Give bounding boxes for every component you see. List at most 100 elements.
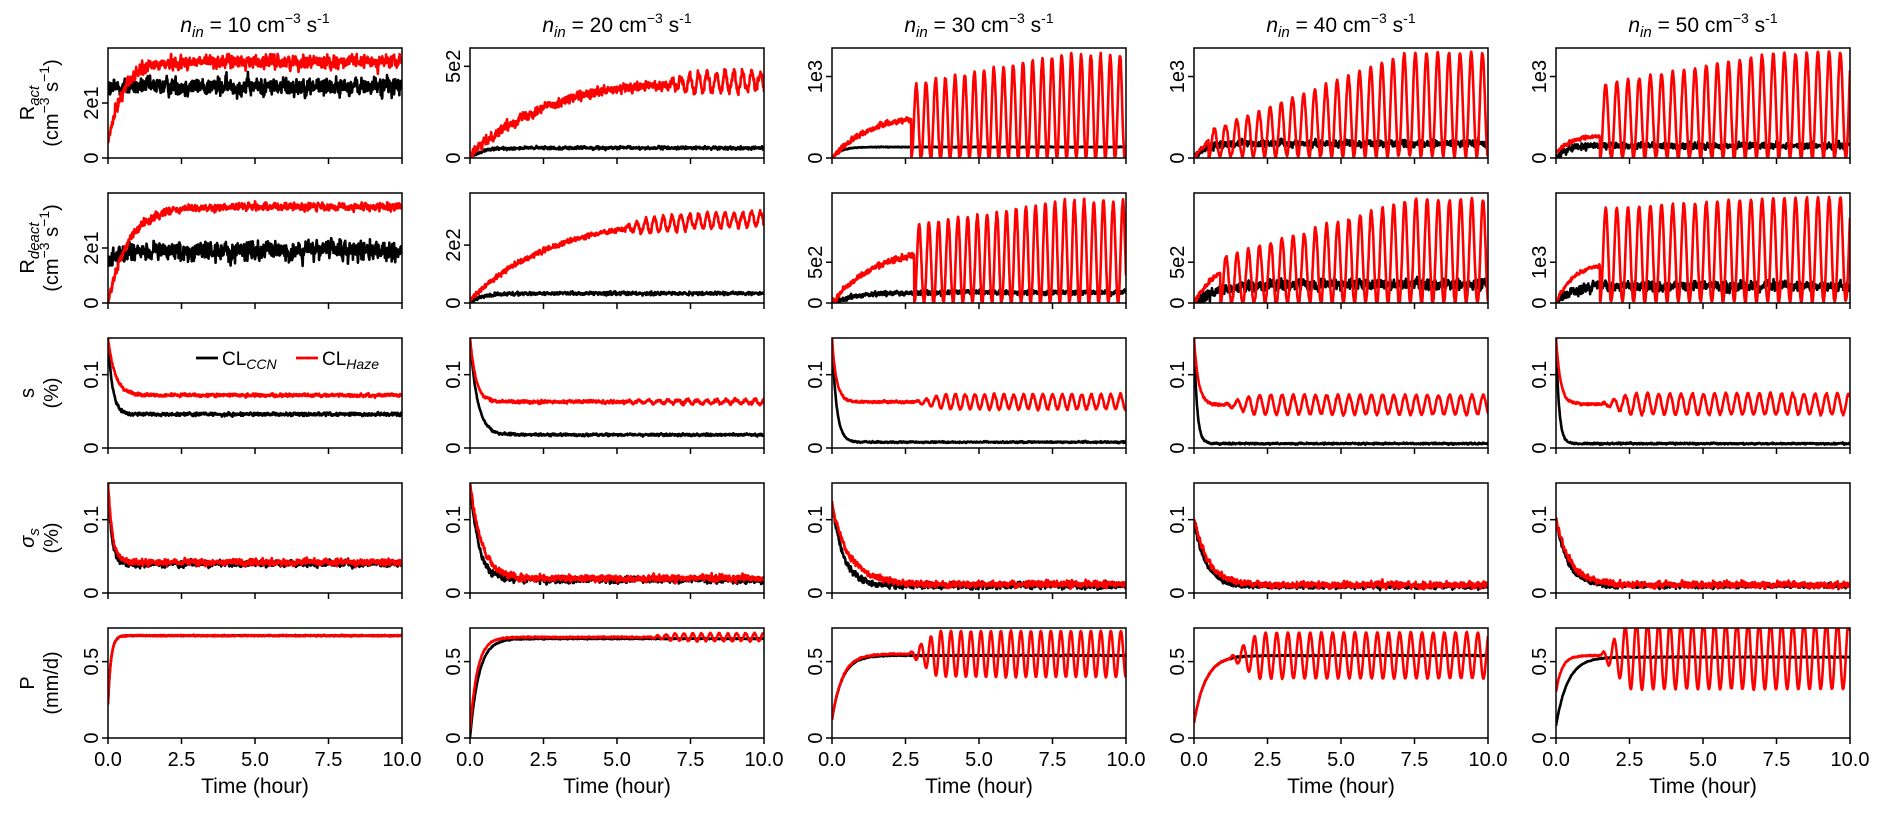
x-axis-label: Time (hour) xyxy=(1649,775,1757,798)
axes-frame xyxy=(469,337,765,449)
x-tick-label: 2.5 xyxy=(530,749,558,771)
y-tick-label: 2e1 xyxy=(81,86,103,119)
series-line-cl-haze xyxy=(108,52,402,144)
row-label-unit: (%) xyxy=(41,377,63,408)
y-tick-label: 5e2 xyxy=(443,50,465,83)
y-tick-label: 0 xyxy=(81,297,103,308)
y-tick-label: 0 xyxy=(805,587,827,598)
y-tick-label: 0.1 xyxy=(1167,506,1189,534)
row-label-unit: (cm−3 s−1) xyxy=(36,59,63,147)
series-line-cl-haze xyxy=(470,67,764,158)
series-line-cl-haze xyxy=(832,629,1126,720)
series-line-cl-haze xyxy=(1556,518,1850,591)
y-tick-label: 2e2 xyxy=(443,228,465,261)
y-tick-label: 0 xyxy=(805,732,827,743)
row-label-symbol: Rdeact xyxy=(17,222,43,274)
subplot: 00.1 xyxy=(81,482,403,599)
subplot: 0 0.5 0.0 2.5 5.0 7.5 10.0 Time (hour) xyxy=(1167,627,1507,798)
y-tick-label: 1e3 xyxy=(1529,246,1551,279)
subplot: 00.1 xyxy=(443,482,765,599)
y-tick-label: 0 xyxy=(1167,732,1189,743)
y-tick-label: 1e3 xyxy=(1167,60,1189,93)
x-tick-label: 5.0 xyxy=(241,749,269,771)
x-tick-label: 2.5 xyxy=(1616,749,1644,771)
column-title: nin = 20 cm−3 s-1 xyxy=(542,10,691,41)
axes-frame xyxy=(469,192,765,304)
series-line-cl-haze xyxy=(470,631,764,731)
axes-frame xyxy=(107,627,403,739)
y-tick-label: 1e3 xyxy=(805,60,827,93)
x-tick-label: 7.5 xyxy=(1763,749,1791,771)
row-label-unit: (cm−3 s−1) xyxy=(36,204,63,292)
y-tick-label: 0 xyxy=(81,442,103,453)
y-tick-label: 5e2 xyxy=(805,246,827,279)
y-tick-label: 0 xyxy=(443,732,465,743)
series-line-cl-ccn xyxy=(108,236,402,268)
axes-frame xyxy=(469,47,765,159)
x-tick-label: 7.5 xyxy=(1401,749,1429,771)
x-axis-label: Time (hour) xyxy=(925,775,1033,798)
row-label-symbol: Ract xyxy=(17,85,43,120)
series-line-cl-ccn xyxy=(832,338,1126,445)
row-label-symbol: s xyxy=(17,388,39,398)
series-line-cl-ccn xyxy=(108,633,402,705)
x-tick-label: 7.5 xyxy=(677,749,705,771)
series-line-cl-haze xyxy=(470,483,764,585)
row-label: s (%) xyxy=(17,377,63,408)
subplot: 00.1 xyxy=(805,337,1127,454)
series-line-cl-haze xyxy=(470,208,764,303)
y-tick-label: 0 xyxy=(1529,442,1551,453)
x-tick-label: 10.0 xyxy=(1107,749,1146,771)
y-tick-label: 1e3 xyxy=(1529,60,1551,93)
y-tick-label: 0.5 xyxy=(1529,648,1551,676)
x-tick-label: 10.0 xyxy=(383,749,422,771)
subplot: 0 0.5 0.0 2.5 5.0 7.5 10.0 Time (hour) xyxy=(443,627,784,798)
series-line-cl-ccn xyxy=(470,144,764,158)
series-line-cl-ccn xyxy=(1556,655,1850,727)
x-tick-label: 7.5 xyxy=(315,749,343,771)
y-tick-label: 0 xyxy=(1167,587,1189,598)
series-line-cl-ccn xyxy=(470,289,764,303)
column-title: nin = 10 cm−3 s-1 xyxy=(180,10,329,41)
y-tick-label: 0 xyxy=(443,297,465,308)
row-label: P (mm/d) xyxy=(17,651,63,714)
subplot: 00.1 xyxy=(1529,482,1851,599)
x-tick-label: 10.0 xyxy=(745,749,784,771)
x-axis-label: Time (hour) xyxy=(1287,775,1395,798)
column-title: nin = 50 cm−3 s-1 xyxy=(1628,10,1777,41)
series-line-cl-haze xyxy=(1556,628,1850,692)
x-tick-label: 5.0 xyxy=(1689,749,1717,771)
x-tick-label: 0.0 xyxy=(818,749,846,771)
y-tick-label: 0.1 xyxy=(443,506,465,534)
series-line-cl-haze xyxy=(1556,338,1850,417)
x-tick-label: 0.0 xyxy=(94,749,122,771)
series-line-cl-ccn xyxy=(1556,517,1850,591)
subplot: 0 2e1 xyxy=(81,192,403,309)
x-tick-label: 10.0 xyxy=(1831,749,1870,771)
axes-frame xyxy=(1555,482,1851,594)
y-tick-label: 0.1 xyxy=(1167,361,1189,389)
y-tick-label: 0.1 xyxy=(1529,361,1551,389)
subplot: 0 1e3 xyxy=(805,47,1127,164)
subplot: 0 2e2 xyxy=(443,192,765,309)
row-label: σs(%) xyxy=(17,522,63,553)
row-label-unit: (%) xyxy=(41,522,63,553)
x-tick-label: 7.5 xyxy=(1039,749,1067,771)
series-line-cl-haze xyxy=(1194,518,1488,591)
legend: CLCCN CLHaze xyxy=(196,349,379,372)
series-line-cl-ccn xyxy=(108,338,402,418)
x-tick-label: 0.0 xyxy=(1180,749,1208,771)
subplot: 0 1e3 xyxy=(1529,47,1851,164)
axes-frame xyxy=(107,482,403,594)
series-line-cl-haze xyxy=(108,200,402,303)
series-line-cl-haze xyxy=(108,483,402,569)
y-tick-label: 0 xyxy=(1167,297,1189,308)
y-tick-label: 0 xyxy=(1529,732,1551,743)
x-axis-label: Time (hour) xyxy=(201,775,309,798)
y-tick-label: 0.1 xyxy=(1529,506,1551,534)
axes-frame xyxy=(1193,337,1489,449)
series-line-cl-haze xyxy=(832,197,1126,303)
subplot: 00.1 xyxy=(443,337,765,454)
series-line-cl-ccn xyxy=(470,483,764,586)
